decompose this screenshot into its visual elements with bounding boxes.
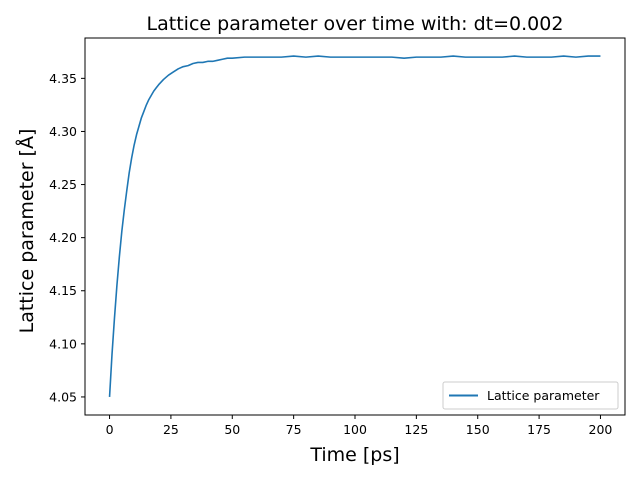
x-tick-label: 175 bbox=[527, 422, 551, 437]
x-axis-ticks: 0 25 50 75 100 125 150 175 200 bbox=[106, 415, 613, 437]
y-tick-label: 4.10 bbox=[49, 336, 77, 351]
x-tick-label: 125 bbox=[404, 422, 428, 437]
x-axis-label: Time [ps] bbox=[309, 444, 399, 466]
x-tick-label: 200 bbox=[589, 422, 613, 437]
legend: Lattice parameter bbox=[442, 381, 619, 410]
y-tick-label: 4.25 bbox=[49, 177, 77, 192]
y-tick-label: 4.35 bbox=[49, 71, 77, 86]
x-tick-label: 25 bbox=[163, 422, 179, 437]
series-line-lattice-parameter bbox=[108, 55, 601, 397]
x-tick-label: 150 bbox=[466, 422, 490, 437]
y-tick-label: 4.30 bbox=[49, 124, 77, 139]
legend-entry-lattice-parameter: Lattice parameter bbox=[487, 388, 600, 403]
y-tick-label: 4.05 bbox=[49, 389, 77, 404]
legend-box bbox=[442, 381, 619, 410]
x-tick-label: 0 bbox=[106, 422, 114, 437]
plot-area bbox=[108, 55, 601, 397]
y-tick-label: 4.20 bbox=[49, 230, 77, 245]
x-tick-label: 75 bbox=[286, 422, 302, 437]
x-tick-label: 50 bbox=[224, 422, 240, 437]
axes-frame bbox=[84, 37, 626, 416]
y-axis-label: Lattice parameter [Å] bbox=[15, 129, 38, 334]
chart-title: Lattice parameter over time with: dt=0.0… bbox=[147, 13, 564, 35]
y-axis-ticks: 4.05 4.10 4.15 4.20 4.25 4.30 4.35 bbox=[49, 71, 85, 404]
x-tick-label: 100 bbox=[343, 422, 367, 437]
y-tick-label: 4.15 bbox=[49, 283, 77, 298]
